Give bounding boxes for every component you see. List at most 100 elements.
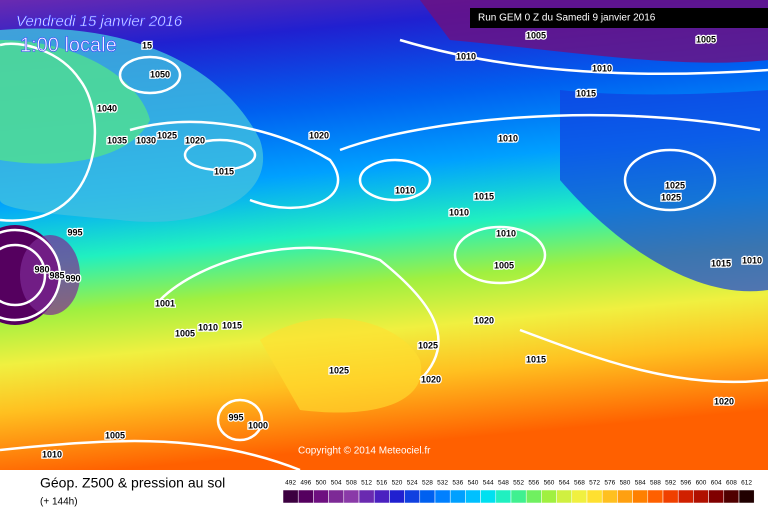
scale-label: 512 [361, 480, 372, 487]
isobar [519, 328, 768, 384]
isobar-label: 1020 [309, 130, 329, 140]
scale-label: 612 [741, 480, 752, 487]
isobar [453, 225, 547, 285]
scale-label: 604 [711, 480, 722, 487]
isobar [129, 120, 340, 209]
isobar-label: 15 [142, 40, 152, 50]
color-swatch [693, 489, 709, 504]
scale-label: 524 [407, 480, 418, 487]
isobar-label: 1005 [105, 430, 125, 440]
time-text: 1:00 locale [20, 34, 117, 56]
color-swatch [495, 489, 512, 504]
color-swatch [358, 489, 375, 504]
isobar-label: 1020 [714, 396, 734, 406]
isobar [0, 228, 62, 322]
color-swatch [328, 489, 345, 504]
color-swatch [373, 489, 390, 504]
color-swatch [449, 489, 466, 504]
color-swatch [465, 489, 481, 504]
scale-label: 532 [437, 480, 448, 487]
isobar-label: 980 [34, 264, 49, 274]
isobar-label: 1005 [696, 34, 716, 44]
isobar-label: 995 [228, 412, 243, 422]
isobar-label: 1010 [456, 51, 476, 61]
scale-label: 508 [346, 480, 357, 487]
isobar-label: 1005 [494, 260, 514, 270]
isobar-label: 1015 [222, 320, 242, 330]
low-center [20, 235, 80, 315]
color-scale: 492 496 500 504 508 512 516 520 524 528 532 536 540 5… [282, 480, 755, 504]
isobar-label: 1040 [97, 103, 117, 113]
color-swatch [480, 489, 497, 504]
scale-label: 548 [498, 480, 509, 487]
isobar [358, 158, 432, 202]
isobar-label: 990 [65, 273, 80, 283]
isobar-label: 1005 [526, 30, 546, 40]
color-swatch [297, 489, 314, 504]
isobar-label: 1010 [42, 449, 62, 459]
legend-title: Géop. Z500 & pression au sol [40, 475, 225, 491]
color-swatch [662, 489, 679, 504]
scale-label: 552 [513, 480, 524, 487]
field-region [560, 90, 768, 292]
date-text: Vendredi 15 janvier 2016 [16, 13, 183, 30]
color-swatch [586, 489, 603, 504]
scale-label: 596 [680, 480, 691, 487]
isobar-label: 985 [49, 270, 64, 280]
isobar-label: 1015 [474, 191, 494, 201]
color-swatch [556, 489, 573, 504]
color-swatch [389, 489, 405, 504]
scale-label: 520 [392, 480, 403, 487]
scale-label: 608 [726, 480, 737, 487]
scale-label: 496 [300, 480, 311, 487]
isobar-label: 1010 [592, 63, 612, 73]
isobar-label: 1015 [526, 354, 546, 364]
isobar [118, 55, 182, 95]
isobar [339, 113, 761, 152]
run-box [470, 8, 768, 28]
scale-label: 500 [316, 480, 327, 487]
isobar [183, 138, 257, 172]
scale-label: 492 [285, 480, 296, 487]
color-swatch [419, 489, 436, 504]
scale-label: 504 [331, 480, 342, 487]
color-swatch [708, 489, 725, 504]
color-swatch [343, 489, 360, 504]
isobar-label: 1010 [498, 133, 518, 143]
isobar-label: 1050 [150, 69, 170, 79]
field-region [260, 318, 422, 413]
isobar-label: 1010 [742, 255, 762, 265]
isobar [399, 38, 768, 75]
field-region [0, 40, 150, 164]
copyright: Copyright © 2014 Meteociel.fr [298, 446, 431, 457]
color-swatch [313, 489, 329, 504]
color-swatch [738, 489, 755, 504]
color-swatch [434, 489, 451, 504]
legend-subtitle: (+ 144h) [40, 497, 78, 508]
scale-label: 568 [574, 480, 585, 487]
color-swatch [541, 489, 557, 504]
isobar-label: 1025 [157, 130, 177, 140]
isobar-label: 1015 [711, 258, 731, 268]
isobar [0, 42, 97, 222]
isobar-label: 1015 [576, 88, 596, 98]
isobar-label: 1001 [155, 298, 175, 308]
isobar-label: 1015 [214, 166, 234, 176]
isobar-label: 1020 [474, 315, 494, 325]
scale-label: 576 [604, 480, 615, 487]
scale-label: 528 [422, 480, 433, 487]
color-swatch [404, 489, 421, 504]
isobar [216, 398, 264, 442]
isobar-label: 1000 [248, 420, 268, 430]
color-swatch [617, 489, 633, 504]
color-swatch [632, 489, 649, 504]
color-swatch [677, 489, 694, 504]
isobar [623, 148, 717, 212]
isobar-label: 1010 [198, 322, 218, 332]
isobar-label: 1020 [185, 135, 205, 145]
scale-label: 580 [620, 480, 631, 487]
scale-label: 540 [468, 480, 479, 487]
scale-label: 536 [452, 480, 463, 487]
